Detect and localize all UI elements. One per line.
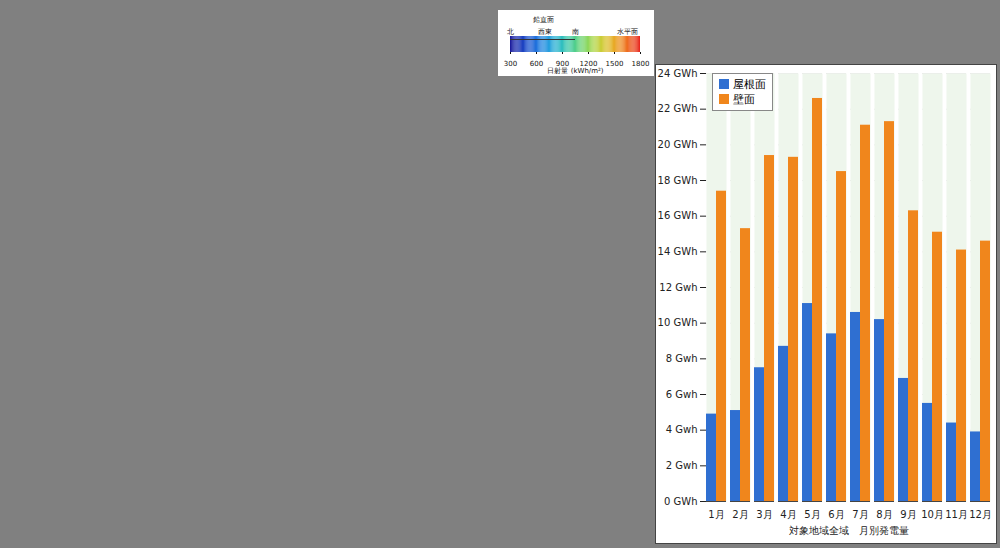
html-text:屋根面: 屋根面 — [733, 78, 766, 91]
svg-text:16 GWh: 16 GWh — [658, 210, 698, 221]
svg-text:3月: 3月 — [756, 509, 772, 520]
svg-text:7月: 7月 — [852, 509, 868, 520]
svg-text:10月: 10月 — [921, 509, 944, 520]
svg-text:8月: 8月 — [876, 509, 892, 520]
svg-text:900: 900 — [555, 60, 570, 69]
svg-text:9月: 9月 — [900, 509, 916, 520]
svg-text:対象地域全域 月別発電量: 対象地域全域 月別発電量 — [789, 525, 909, 536]
svg-text:1200: 1200 — [579, 60, 598, 69]
svg-text:300: 300 — [504, 60, 517, 68]
svg-text:水平面: 水平面 — [617, 28, 638, 36]
svg-text:10 GWh: 10 GWh — [658, 317, 698, 328]
svg-text:20 GWh: 20 GWh — [658, 139, 698, 150]
svg-text:22 GWh: 22 GWh — [658, 103, 698, 114]
svg-text:1500: 1500 — [606, 60, 624, 68]
svg-text:18 GWh: 18 GWh — [658, 175, 698, 186]
svg-text:鉛直面: 鉛直面 — [533, 16, 554, 24]
svg-text:2 Gwh: 2 Gwh — [666, 460, 698, 471]
svg-text:8 Gwh: 8 Gwh — [666, 353, 698, 364]
svg-text:12月: 12月 — [969, 509, 992, 520]
svg-text:24 GWh: 24 GWh — [658, 68, 698, 79]
svg-text:600: 600 — [530, 60, 543, 68]
svg-text:4 Gwh: 4 Gwh — [666, 424, 698, 435]
svg-text:2月: 2月 — [732, 509, 748, 520]
svg-text:0 GWh: 0 GWh — [664, 496, 698, 507]
svg-text:11月: 11月 — [945, 509, 968, 520]
svg-text:1800: 1800 — [632, 60, 650, 68]
svg-text:1月: 1月 — [708, 509, 724, 520]
svg-text:6 Gwh: 6 Gwh — [666, 389, 698, 400]
svg-text:南: 南 — [572, 28, 579, 36]
svg-text:4月: 4月 — [780, 509, 796, 520]
svg-text:北: 北 — [507, 28, 514, 36]
svg-text:12 Gwh: 12 Gwh — [659, 282, 697, 293]
svg-text:日射量 (kWh/m²): 日射量 (kWh/m²) — [547, 67, 603, 75]
svg-text:14 GWh: 14 GWh — [658, 246, 698, 257]
html-text:壁面: 壁面 — [733, 93, 755, 106]
svg-text:西東: 西東 — [538, 28, 552, 36]
svg-text:5月: 5月 — [804, 509, 820, 520]
svg-text:6月: 6月 — [828, 509, 844, 520]
